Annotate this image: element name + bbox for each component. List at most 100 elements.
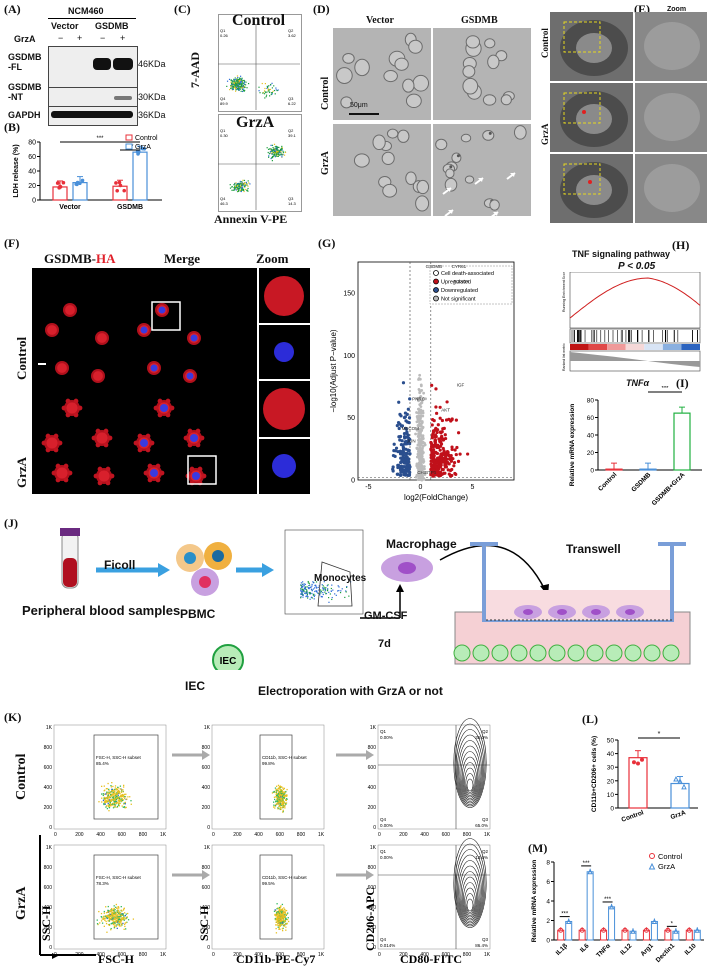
flow-event: [118, 909, 120, 911]
x-tick-label: GSDMB: [117, 204, 143, 211]
flow-event: [282, 150, 284, 152]
flow-event: [286, 923, 288, 925]
bleb: [63, 477, 69, 483]
data-point: [587, 868, 593, 875]
flow-event: [282, 805, 284, 808]
point-down: [398, 450, 402, 454]
flow-event: [109, 915, 112, 918]
flow-event: [280, 917, 282, 919]
flow-event: [277, 787, 280, 790]
flow-event: [279, 922, 282, 924]
flow-event: [241, 82, 243, 85]
flow-event: [243, 81, 246, 83]
flow-event: [284, 804, 286, 806]
bleb: [197, 466, 203, 472]
point-down: [404, 419, 408, 423]
point-up: [436, 423, 440, 427]
point-ns: [419, 414, 423, 418]
flow-event: [99, 922, 101, 924]
flow-event: [113, 921, 115, 923]
flow-event: [308, 584, 310, 587]
flow-event: [281, 792, 283, 795]
x-axis-label: log2(FoldChange): [404, 493, 468, 502]
cell: [489, 199, 500, 211]
monocyte-gate: [317, 561, 353, 607]
flow-event: [276, 792, 278, 795]
data-point: [651, 918, 658, 924]
flow-event: [278, 801, 280, 803]
x-tick-label: 400: [254, 952, 263, 958]
bleb: [65, 412, 71, 418]
flow-event: [278, 790, 280, 793]
flow-event: [280, 799, 283, 801]
flow-event: [286, 918, 289, 921]
point-ns: [420, 460, 424, 464]
flow-event: [282, 152, 284, 154]
point-down: [395, 472, 399, 476]
flow-event: [108, 803, 110, 806]
bar: [670, 782, 690, 809]
y-tick-label: 600: [368, 765, 377, 771]
x-tick-label: 600: [442, 952, 451, 958]
contour: [457, 734, 483, 804]
x-tick-label: 1K: [160, 832, 167, 838]
y-tick-label: 800: [44, 745, 53, 751]
flow-event: [311, 590, 313, 592]
panel-label-d: (D): [313, 2, 330, 16]
arrow-head: [493, 212, 498, 216]
flow-event: [102, 917, 105, 919]
flow-event: [107, 804, 109, 806]
flow-event: [337, 585, 339, 587]
flow-event: [127, 796, 129, 798]
flow-event: [258, 90, 260, 92]
cell: [460, 133, 472, 143]
arrow-head: [510, 173, 515, 177]
flow-event: [276, 794, 278, 796]
gate-label: CD11b, SSC-H subset: [262, 875, 307, 880]
legend-label: Not significant: [441, 297, 476, 303]
flow-event: [101, 797, 103, 799]
flow-event: [114, 908, 116, 911]
flow-event: [107, 911, 109, 913]
flow-event: [115, 907, 118, 909]
flow-event: [113, 919, 115, 921]
bleb: [157, 412, 163, 418]
flow-event: [101, 922, 104, 924]
data-point: [622, 927, 628, 933]
point-ns: [415, 420, 419, 424]
flow-event: [119, 913, 121, 916]
flow-event: [110, 786, 113, 788]
point-ns: [422, 465, 426, 468]
flow-event: [104, 919, 106, 922]
flow-event: [319, 594, 321, 596]
flow-event: [279, 788, 281, 790]
y-tick-label: 600: [202, 765, 211, 771]
flow-event: [285, 794, 287, 796]
flow-event: [105, 801, 108, 803]
flow-event: [268, 156, 270, 158]
flow-event: [239, 185, 242, 187]
flow-event: [264, 82, 266, 85]
flow-event: [109, 796, 112, 799]
flow-event: [278, 154, 280, 156]
blood: [63, 558, 77, 587]
point-down: [394, 446, 399, 450]
point-ns: [415, 455, 419, 459]
y-tick-label: 200: [202, 805, 211, 811]
flow-event: [111, 922, 113, 924]
bleb: [45, 447, 51, 453]
cell: [353, 153, 370, 168]
flow-event: [236, 183, 238, 185]
flow-event: [232, 83, 234, 85]
flow-event: [267, 148, 270, 150]
flow-event: [268, 153, 271, 155]
point-down: [406, 407, 410, 411]
flow-event: [278, 908, 280, 910]
k-row-control: Control: [14, 753, 29, 800]
quadrant-label: Q3: [288, 196, 294, 201]
flow-event: [231, 87, 233, 89]
x-tick-label: 400: [96, 832, 105, 838]
flow-event: [307, 582, 309, 584]
x-tick-label: 200: [75, 832, 84, 838]
